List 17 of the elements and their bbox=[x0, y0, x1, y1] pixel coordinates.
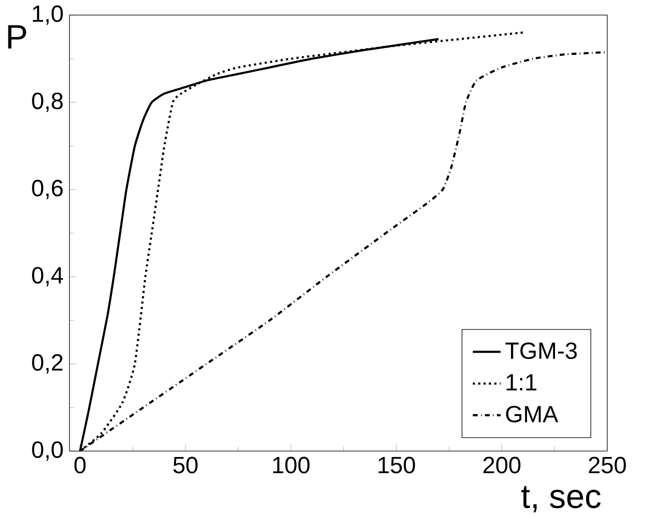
x-tick-label: 50 bbox=[173, 456, 198, 474]
y-tick-label: 0,0 bbox=[32, 442, 63, 461]
y-tick-label: 1,0 bbox=[32, 6, 63, 25]
y-tick-label: 0,8 bbox=[32, 92, 63, 112]
x-tick-label: 250 bbox=[588, 456, 626, 474]
y-tick-label: 0,6 bbox=[32, 180, 63, 200]
x-tick-label: 0 bbox=[74, 456, 86, 474]
legend-label: GMA bbox=[506, 406, 558, 423]
y-tick-label: 0,4 bbox=[32, 267, 64, 287]
legend-label: TGM-3 bbox=[505, 342, 577, 360]
y-axis-title: P bbox=[8, 25, 26, 49]
x-tick-label: 100 bbox=[273, 456, 310, 474]
x-tick-label: 150 bbox=[378, 456, 415, 474]
legend-label: 1:1 bbox=[506, 374, 536, 391]
x-tick-label: 200 bbox=[483, 456, 520, 474]
x-axis-title: t, sec bbox=[521, 486, 601, 512]
y-tick-label: 0,2 bbox=[32, 354, 63, 374]
